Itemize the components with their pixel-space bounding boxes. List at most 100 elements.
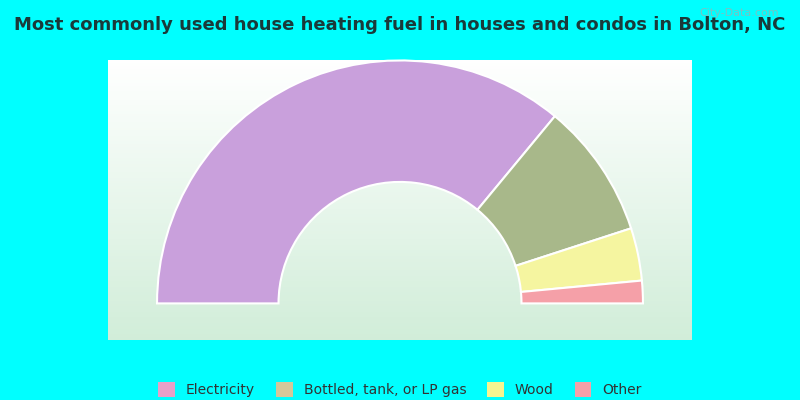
Bar: [109, 220, 691, 222]
Bar: [109, 292, 691, 295]
Bar: [109, 164, 691, 167]
Bar: [109, 147, 691, 150]
Bar: [109, 298, 691, 301]
Bar: [109, 264, 691, 267]
Bar: [109, 192, 691, 194]
Bar: [109, 74, 691, 77]
Bar: [109, 320, 691, 323]
Bar: [109, 125, 691, 128]
Bar: [109, 256, 691, 259]
Bar: [109, 334, 691, 337]
Bar: [109, 315, 691, 318]
Bar: [109, 144, 691, 147]
Bar: [109, 108, 691, 111]
Bar: [109, 91, 691, 94]
Bar: [109, 60, 691, 63]
Bar: [109, 97, 691, 100]
Bar: [109, 114, 691, 116]
Bar: [109, 206, 691, 208]
Bar: [109, 136, 691, 139]
Bar: [109, 281, 691, 284]
Bar: [109, 200, 691, 203]
Bar: [109, 301, 691, 304]
Bar: [109, 290, 691, 292]
Bar: [109, 111, 691, 114]
Bar: [109, 259, 691, 262]
Bar: [109, 178, 691, 180]
Bar: [109, 88, 691, 91]
Bar: [109, 236, 691, 239]
Bar: [109, 312, 691, 315]
Text: Most commonly used house heating fuel in houses and condos in Bolton, NC: Most commonly used house heating fuel in…: [14, 16, 786, 34]
Bar: [109, 86, 691, 88]
Bar: [109, 153, 691, 156]
Bar: [109, 222, 691, 225]
Bar: [109, 69, 691, 72]
Bar: [109, 142, 691, 144]
Bar: [109, 66, 691, 69]
Bar: [109, 180, 691, 183]
Bar: [109, 262, 691, 264]
Wedge shape: [157, 60, 555, 304]
Bar: [109, 80, 691, 83]
Bar: [109, 128, 691, 130]
Bar: [109, 309, 691, 312]
Bar: [109, 189, 691, 192]
Bar: [109, 337, 691, 340]
Bar: [109, 158, 691, 161]
Bar: [109, 287, 691, 290]
Bar: [109, 295, 691, 298]
Bar: [109, 234, 691, 236]
Bar: [109, 284, 691, 287]
Bar: [109, 83, 691, 86]
Bar: [109, 273, 691, 276]
Bar: [109, 242, 691, 245]
Bar: [109, 323, 691, 326]
Bar: [109, 119, 691, 122]
Bar: [109, 326, 691, 329]
Bar: [109, 156, 691, 158]
Bar: [109, 306, 691, 309]
Bar: [109, 105, 691, 108]
Bar: [109, 239, 691, 242]
Bar: [109, 63, 691, 66]
Bar: [109, 172, 691, 175]
Bar: [109, 228, 691, 231]
Bar: [109, 139, 691, 142]
Bar: [109, 214, 691, 217]
Wedge shape: [515, 228, 642, 292]
Bar: [109, 150, 691, 153]
Bar: [109, 332, 691, 334]
Legend: Electricity, Bottled, tank, or LP gas, Wood, Other: Electricity, Bottled, tank, or LP gas, W…: [151, 376, 649, 400]
Bar: [109, 77, 691, 80]
Bar: [109, 122, 691, 125]
Bar: [109, 304, 691, 306]
Bar: [109, 217, 691, 220]
Bar: [109, 270, 691, 273]
Bar: [109, 100, 691, 102]
Bar: [109, 278, 691, 281]
Bar: [109, 170, 691, 172]
Bar: [109, 161, 691, 164]
Bar: [109, 130, 691, 133]
Bar: [109, 318, 691, 320]
Wedge shape: [521, 280, 643, 304]
Bar: [109, 245, 691, 248]
Bar: [109, 102, 691, 105]
Bar: [109, 197, 691, 200]
Wedge shape: [478, 116, 631, 266]
Bar: [109, 203, 691, 206]
Bar: [109, 276, 691, 278]
Bar: [109, 248, 691, 250]
Bar: [109, 116, 691, 119]
Bar: [109, 208, 691, 211]
Text: City-Data.com: City-Data.com: [699, 8, 779, 18]
Bar: [109, 225, 691, 228]
Bar: [109, 253, 691, 256]
Bar: [109, 211, 691, 214]
Bar: [109, 186, 691, 189]
Bar: [109, 72, 691, 74]
Bar: [109, 167, 691, 170]
Bar: [109, 231, 691, 234]
Bar: [109, 94, 691, 97]
